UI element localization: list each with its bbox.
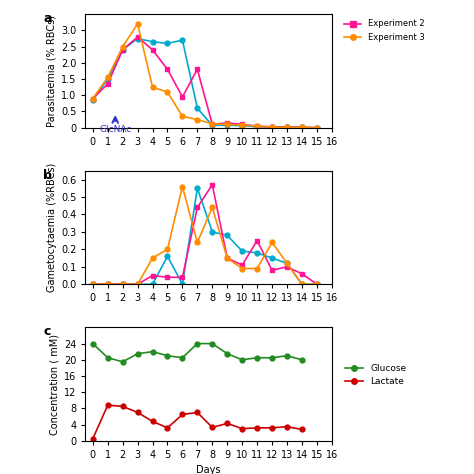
Legend: Experiment 2, Experiment 3: Experiment 2, Experiment 3 [341, 16, 428, 45]
Text: c: c [44, 325, 51, 338]
X-axis label: Days: Days [196, 465, 221, 474]
Text: b: b [44, 169, 52, 182]
Y-axis label: Gametocytaemia (%RBCs): Gametocytaemia (%RBCs) [47, 163, 57, 292]
Y-axis label: Concentration ( mM): Concentration ( mM) [50, 334, 60, 435]
Legend: Glucose, Lactate: Glucose, Lactate [341, 360, 410, 390]
Text: GlcNAc: GlcNAc [99, 125, 131, 134]
Y-axis label: Parasitaemia (% RBCs): Parasitaemia (% RBCs) [46, 15, 56, 127]
Text: a: a [44, 12, 52, 25]
